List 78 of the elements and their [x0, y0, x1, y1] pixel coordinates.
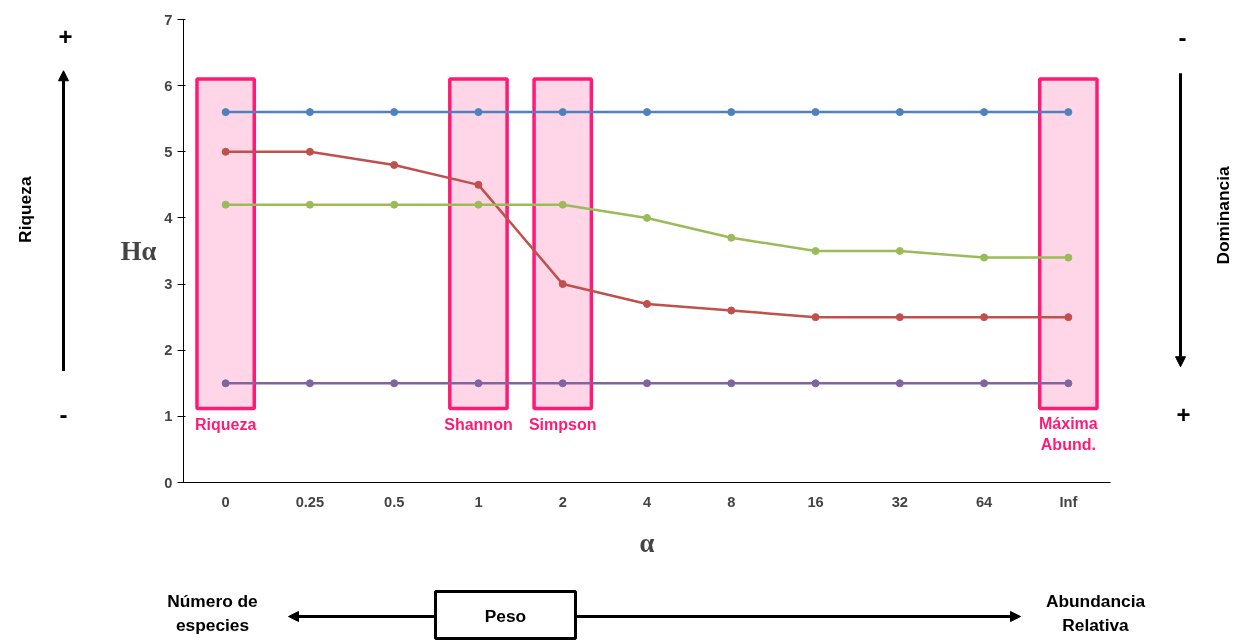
- text: Dominancia: [1212, 165, 1233, 265]
- point: [895, 313, 904, 322]
- point: [811, 379, 820, 388]
- point: [221, 108, 230, 117]
- point: [895, 108, 904, 117]
- point: [980, 379, 989, 388]
- y-tick-label: 5: [164, 143, 173, 160]
- x-tick-label: 8: [727, 493, 736, 510]
- point: [474, 200, 483, 209]
- text: Peso: [484, 605, 527, 626]
- text: -: [59, 401, 68, 429]
- point: [221, 147, 230, 156]
- point: [474, 379, 483, 388]
- point: [390, 161, 399, 170]
- x-tick-label: Inf: [1059, 493, 1078, 510]
- point: [1064, 253, 1073, 262]
- x-tick-label: 64: [975, 493, 994, 510]
- point: [727, 233, 736, 242]
- x-axis-title: α: [639, 527, 655, 558]
- y-tick-label: 4: [164, 209, 174, 226]
- point: [643, 213, 651, 222]
- y-tick-label: 7: [164, 11, 173, 28]
- band-label: Máxima Abund.: [1039, 415, 1098, 453]
- x-tick-label: 0.5: [383, 493, 405, 510]
- point: [558, 379, 567, 388]
- point: [305, 379, 314, 388]
- text: Riqueza: [14, 176, 35, 243]
- point: [1064, 313, 1073, 322]
- point: [390, 108, 399, 117]
- x-tick-label: 0: [221, 493, 230, 510]
- point: [390, 200, 399, 209]
- point: [305, 108, 314, 117]
- band-label: Shannon: [444, 415, 513, 433]
- x-tick-label: 4: [642, 493, 652, 510]
- text: +: [1176, 401, 1191, 429]
- point: [1064, 108, 1073, 117]
- point: [474, 180, 483, 189]
- point: [643, 299, 651, 308]
- point: [811, 313, 820, 322]
- point: [980, 253, 989, 262]
- point: [1064, 379, 1073, 388]
- y-tick-label: 1: [164, 408, 173, 425]
- point: [558, 200, 567, 209]
- point: [727, 379, 736, 388]
- point: [811, 108, 820, 117]
- point: [895, 379, 904, 388]
- point: [811, 247, 820, 255]
- point: [221, 379, 230, 388]
- text: Abundancia Relativa: [1045, 590, 1146, 635]
- point: [558, 280, 567, 289]
- x-tick-label: 32: [891, 493, 908, 510]
- text: +: [58, 22, 73, 50]
- x-tick-label: 16: [807, 493, 824, 510]
- point: [980, 108, 989, 117]
- x-tick-label: 0.25: [295, 493, 325, 510]
- y-tick-label: 0: [164, 474, 173, 491]
- band-label: Riqueza: [194, 415, 257, 433]
- y-tick-label: 2: [164, 342, 173, 359]
- point: [558, 108, 567, 117]
- point: [305, 147, 314, 156]
- x-tick-label: 1: [474, 493, 483, 510]
- band-label: Simpson: [528, 415, 597, 433]
- point: [474, 108, 483, 117]
- point: [221, 200, 230, 209]
- point: [643, 379, 651, 388]
- text: Número de especies: [167, 590, 259, 635]
- point: [727, 306, 736, 315]
- point: [980, 313, 989, 322]
- y-axis-title: Hα: [120, 236, 157, 266]
- x-tick-label: 2: [558, 493, 567, 510]
- text: -: [1178, 24, 1187, 52]
- y-tick-label: 3: [164, 276, 173, 293]
- point: [643, 108, 651, 117]
- point: [305, 200, 314, 209]
- point: [895, 247, 904, 255]
- point: [390, 379, 399, 388]
- point: [727, 108, 736, 117]
- y-tick-label: 6: [164, 77, 173, 94]
